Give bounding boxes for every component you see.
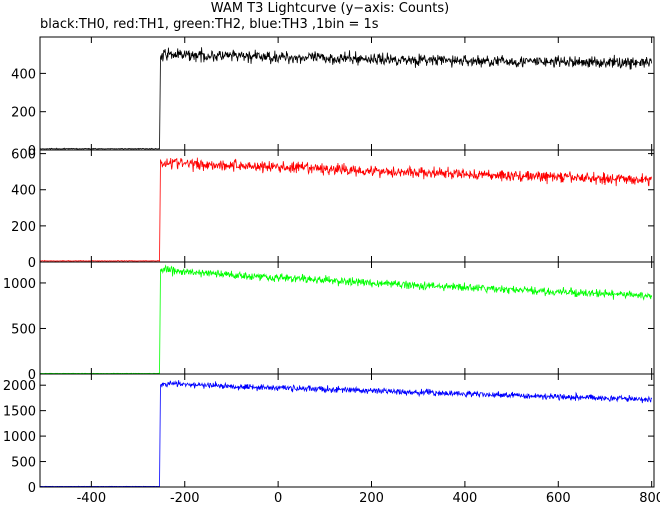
y-tick-label: 1000	[3, 430, 36, 445]
x-tick-label: -200	[170, 491, 200, 505]
y-tick-label: 400	[11, 67, 36, 82]
y-tick-label: 2000	[3, 379, 36, 394]
x-tick-label: -400	[77, 491, 107, 505]
panel-frame-3	[39, 373, 655, 488]
y-tick-label: 1500	[3, 405, 36, 420]
x-tick-label: 400	[452, 491, 477, 505]
series-line-th3	[40, 380, 653, 487]
y-tick-label: 0	[28, 481, 36, 496]
y-tick-label: 500	[11, 456, 36, 471]
panel-frame-0	[39, 36, 655, 151]
series-line-th0	[39, 47, 653, 150]
x-tick-label: 800	[639, 491, 660, 505]
y-tick-label: 500	[11, 322, 36, 337]
x-tick-label: 200	[359, 491, 384, 505]
y-tick-label: 200	[11, 106, 36, 121]
chart-subtitle: black:TH0, red:TH1, green:TH2, blue:TH3 …	[40, 17, 379, 32]
x-tick-label: 0	[274, 491, 282, 505]
y-tick-label: 0	[28, 144, 36, 159]
panel-frame-1	[39, 149, 655, 263]
y-tick-label: 600	[11, 148, 36, 163]
y-tick-label: 0	[28, 256, 36, 271]
series-line-th1	[39, 157, 653, 262]
chart-title: WAM T3 Lightcurve (y−axis: Counts)	[210, 1, 450, 16]
x-tick-label: 600	[546, 491, 571, 505]
y-tick-label: 400	[11, 184, 36, 199]
series-line-th2	[39, 264, 653, 375]
panel-frame-2	[39, 261, 655, 375]
y-tick-label: 0	[28, 368, 36, 383]
y-tick-label: 1000	[3, 277, 36, 292]
y-tick-label: 200	[11, 220, 36, 235]
